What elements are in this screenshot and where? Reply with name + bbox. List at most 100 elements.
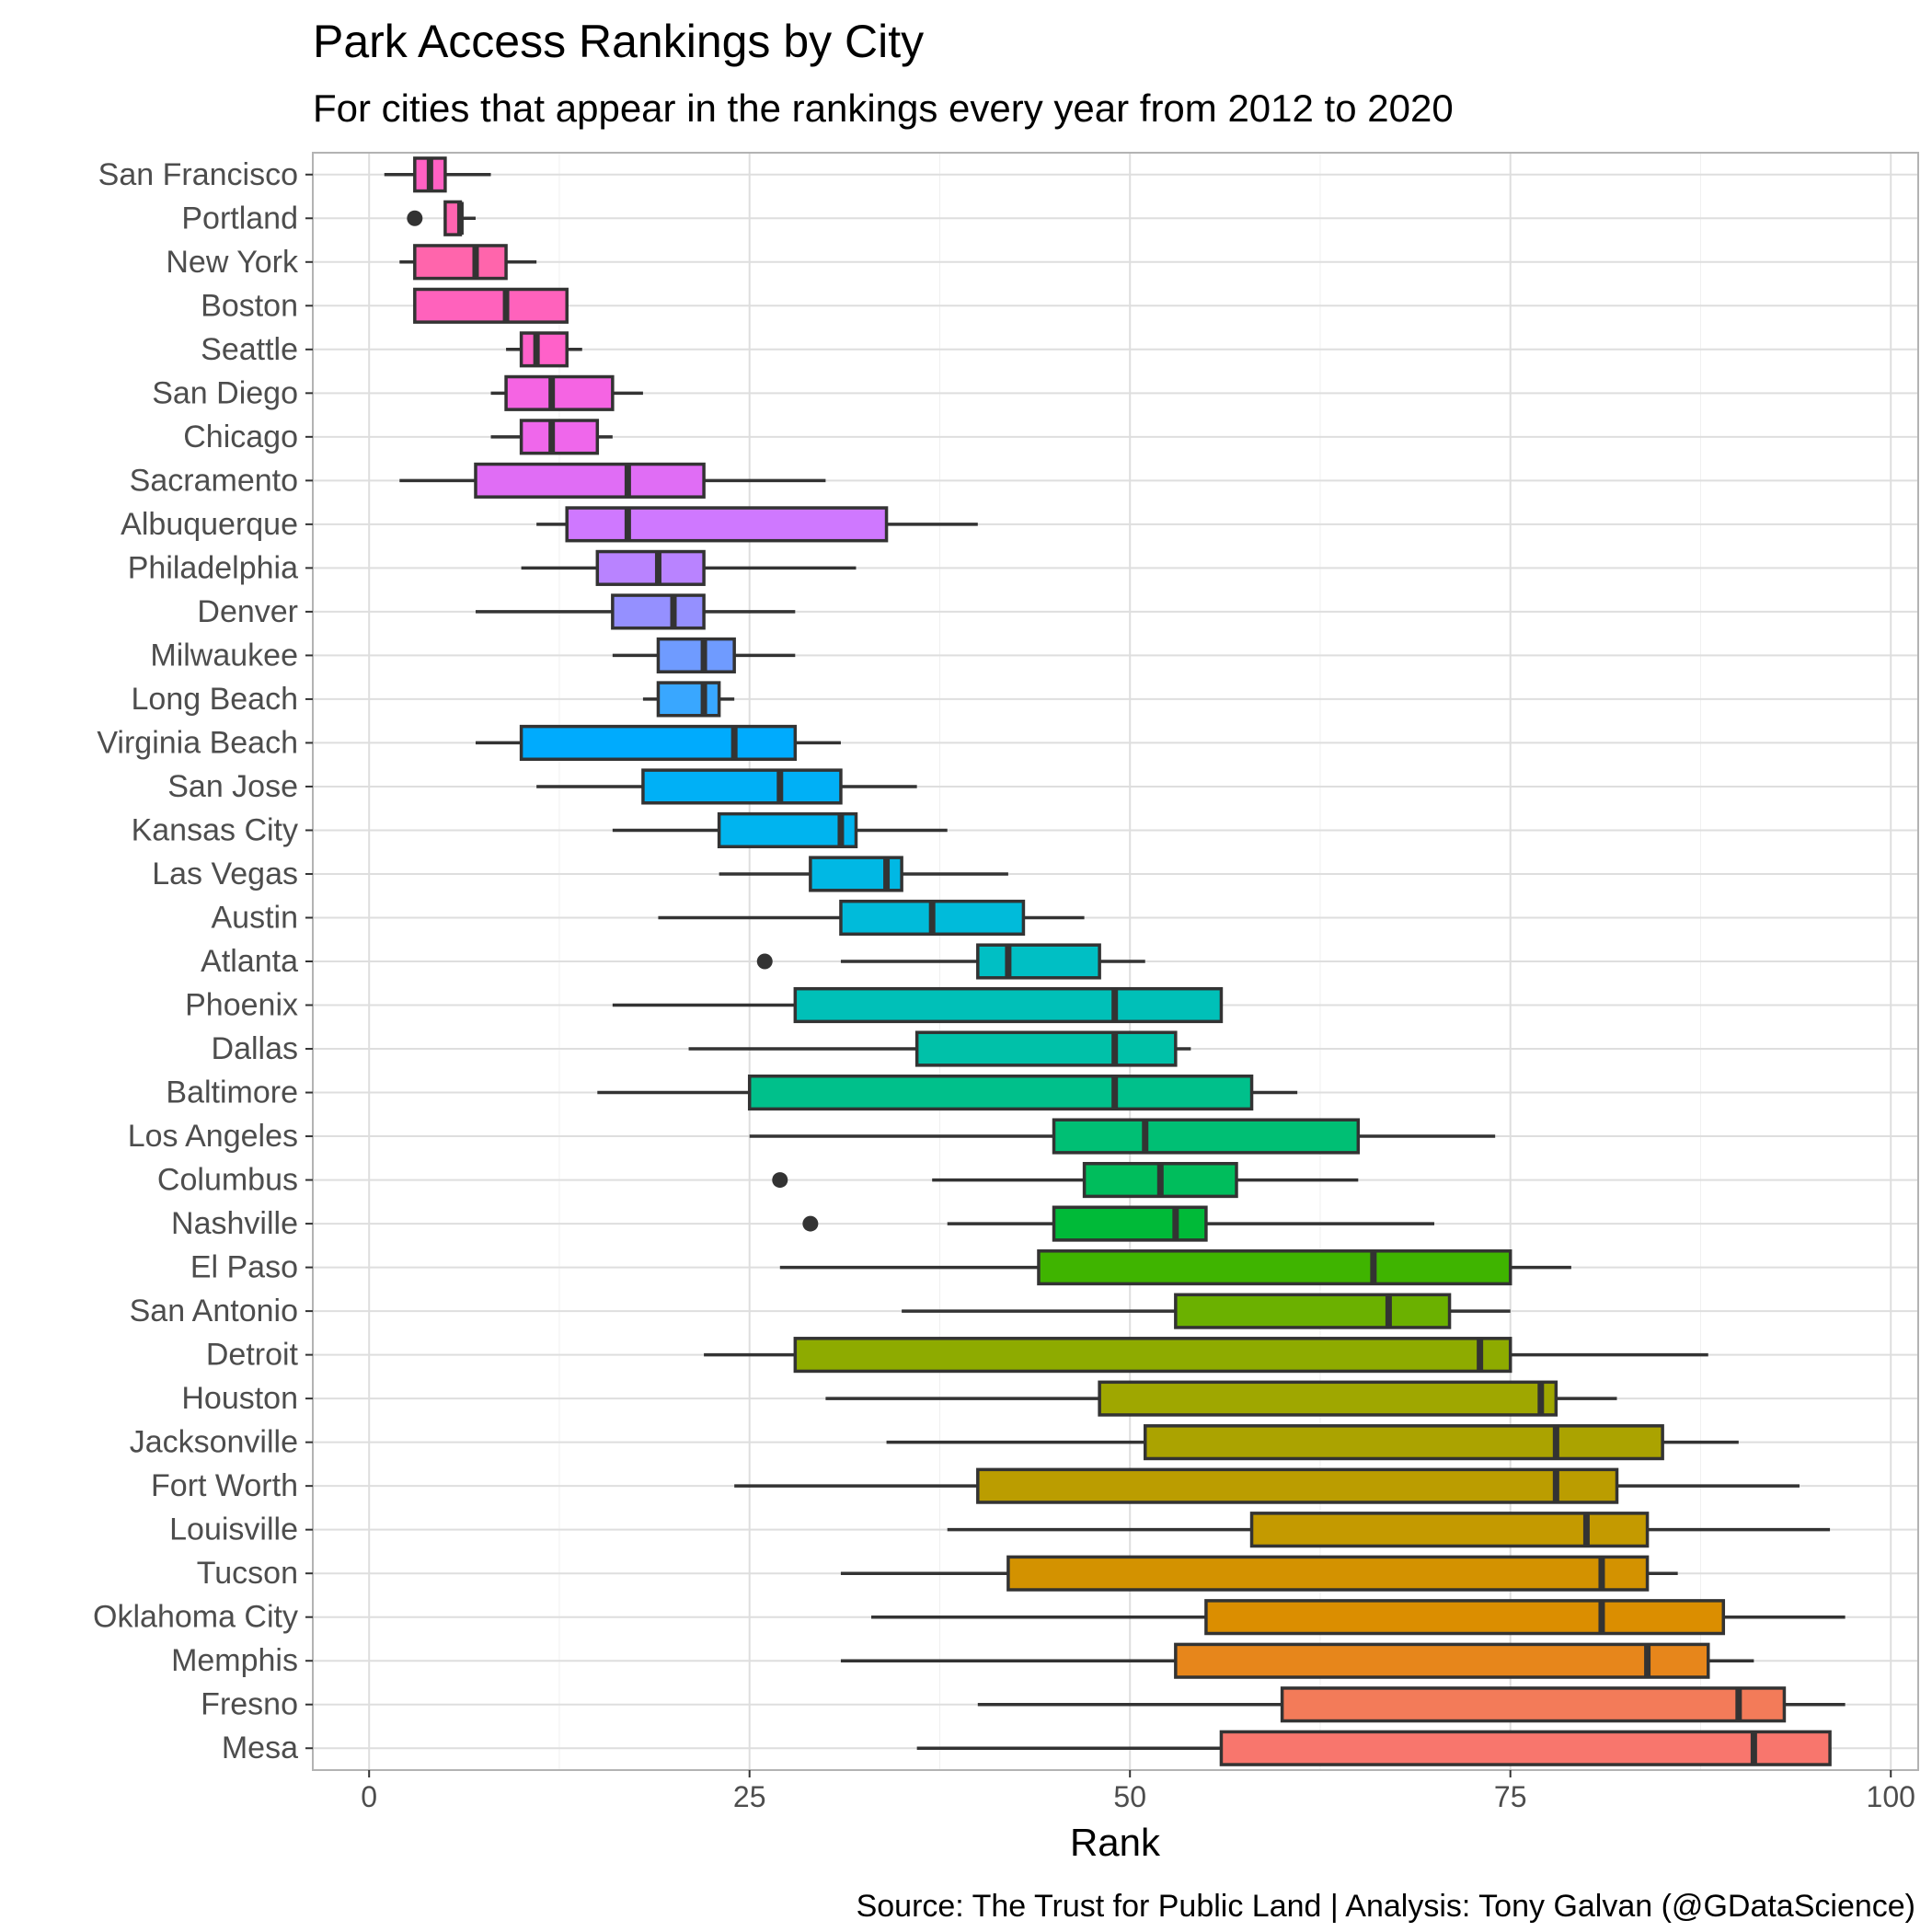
y-tick-label: Austin (212, 900, 299, 935)
box-iqr (504, 374, 615, 411)
box-san-antonio (902, 1293, 1511, 1329)
box-memphis (840, 1642, 1754, 1679)
y-tick-label: San Jose (167, 769, 298, 804)
box-fresno (977, 1686, 1846, 1723)
y-tick-label: Mesa (222, 1731, 298, 1765)
chart-caption: Source: The Trust for Public Land | Anal… (857, 1889, 1915, 1924)
box-san-jose (536, 768, 917, 805)
y-tick-label: Fort Worth (151, 1468, 298, 1503)
box-iqr (1219, 1730, 1832, 1766)
y-tick-label: Albuquerque (121, 507, 298, 542)
y-tick-label: Kansas City (132, 812, 298, 847)
box-philadelphia (521, 549, 857, 586)
y-tick-label: Los Angeles (128, 1119, 298, 1154)
outlier-point (756, 953, 773, 970)
y-tick-label: Philadelphia (128, 550, 298, 585)
box-atlanta (756, 943, 1145, 980)
box-los-angeles (749, 1118, 1496, 1155)
y-tick-label: Las Vegas (152, 857, 298, 891)
box-iqr (519, 331, 569, 368)
box-san-francisco (384, 156, 491, 193)
box-baltimore (597, 1074, 1298, 1111)
box-austin (658, 899, 1085, 937)
box-milwaukee (612, 637, 796, 673)
box-iqr (656, 681, 721, 718)
y-tick-label: Chicago (183, 420, 298, 454)
y-tick-label: Dallas (212, 1031, 298, 1066)
box-boston (413, 287, 569, 324)
box-detroit (704, 1337, 1708, 1374)
box-mesa (916, 1730, 1832, 1766)
box-iqr (565, 506, 889, 543)
y-tick-label: Oklahoma City (93, 1600, 298, 1635)
box-iqr (1174, 1293, 1452, 1329)
box-iqr (914, 1030, 1178, 1067)
box-iqr (793, 1337, 1512, 1374)
box-iqr (1052, 1205, 1208, 1242)
box-iqr (656, 637, 736, 673)
box-iqr (1204, 1599, 1726, 1636)
outlier-point (802, 1215, 819, 1232)
y-tick-label: San Francisco (98, 157, 298, 192)
y-tick-label: Milwaukee (150, 638, 298, 673)
box-seattle (506, 331, 582, 368)
box-iqr (793, 986, 1224, 1024)
box-iqr (595, 549, 706, 586)
x-tick-label: 25 (733, 1780, 766, 1813)
box-iqr (1144, 1424, 1664, 1461)
box-iqr (519, 419, 600, 455)
y-tick-label: Virginia Beach (97, 725, 298, 760)
box-iqr (717, 811, 858, 849)
y-tick-label: Baltimore (166, 1075, 298, 1110)
y-tick-label: Tucson (197, 1556, 298, 1591)
y-tick-label: Phoenix (185, 988, 298, 1023)
box-dallas (688, 1030, 1191, 1067)
box-louisville (947, 1512, 1831, 1548)
box-iqr (474, 462, 706, 499)
box-long-beach (642, 681, 735, 718)
y-tick-label: Memphis (171, 1643, 298, 1678)
box-iqr (413, 287, 569, 324)
box-houston (825, 1380, 1617, 1417)
x-tick-label: 75 (1494, 1780, 1527, 1813)
y-tick-label: San Antonio (130, 1294, 298, 1328)
box-iqr (976, 943, 1101, 980)
box-el-paso (779, 1249, 1571, 1286)
y-tick-label: Sacramento (130, 463, 298, 498)
box-iqr (1098, 1380, 1558, 1417)
y-tick-label: Fresno (201, 1687, 298, 1722)
box-layer (384, 156, 1846, 1766)
x-tick-label: 50 (1113, 1780, 1146, 1813)
box-iqr (1249, 1512, 1650, 1548)
x-axis: 0 25 50 75 100 (361, 1770, 1915, 1813)
y-tick-label: Seattle (201, 332, 298, 367)
x-tick-label: 0 (361, 1780, 377, 1813)
y-tick-label: New York (166, 245, 299, 280)
y-tick-label: Denver (197, 594, 298, 629)
box-nashville (802, 1205, 1435, 1242)
box-iqr (1174, 1642, 1710, 1679)
box-chicago (490, 419, 613, 455)
y-tick-label: El Paso (190, 1250, 298, 1285)
box-denver (475, 593, 796, 630)
outlier-point (772, 1172, 788, 1189)
box-las-vegas (719, 856, 1008, 892)
y-tick-label: Detroit (206, 1338, 299, 1373)
box-jacksonville (886, 1424, 1739, 1461)
box-albuquerque (536, 506, 978, 543)
box-iqr (1280, 1686, 1787, 1723)
box-phoenix (612, 986, 1224, 1024)
outlier-point (407, 210, 423, 226)
box-iqr (641, 768, 843, 805)
y-tick-label: Columbus (157, 1163, 298, 1198)
box-oklahoma-city (871, 1599, 1846, 1636)
y-tick-label: Houston (181, 1381, 298, 1416)
y-tick-label: Long Beach (132, 682, 299, 717)
x-tick-label: 100 (1867, 1780, 1915, 1813)
box-virginia-beach (475, 724, 841, 762)
box-iqr (747, 1074, 1254, 1111)
box-new-york (399, 244, 537, 281)
box-tucson (840, 1555, 1678, 1592)
